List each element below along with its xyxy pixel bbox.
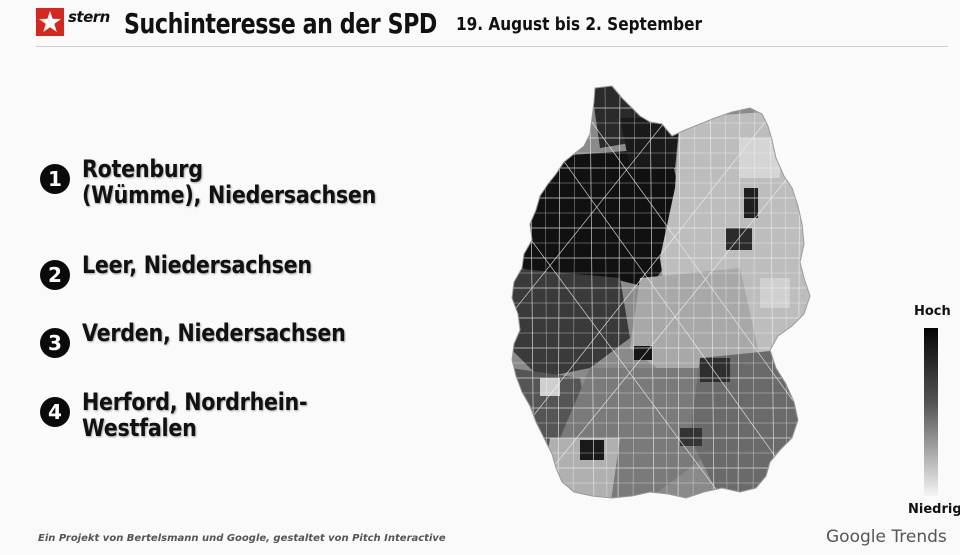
credits-text: Ein Projekt von Bertelsmann und Google, … bbox=[38, 533, 446, 544]
google-trends-logo: Google Trends bbox=[826, 527, 947, 547]
stern-logo[interactable]: stern bbox=[36, 6, 116, 36]
rank-number: 2 bbox=[40, 260, 70, 290]
germany-map[interactable] bbox=[500, 78, 820, 508]
header: stern Suchinteresse an der SPD 19. Augus… bbox=[0, 0, 960, 48]
rank-label: Verden, Niedersachsen bbox=[82, 319, 346, 347]
legend-low-label: Niedrig bbox=[908, 502, 960, 517]
rank-number: 3 bbox=[40, 328, 70, 358]
rank-label: Herford, Nordrhein-Westfalen bbox=[82, 388, 308, 442]
date-range: 19. August bis 2. September bbox=[456, 14, 703, 35]
rank-number: 4 bbox=[40, 397, 70, 427]
rank-label: Rotenburg (Wümme), Niedersachsen bbox=[82, 155, 377, 209]
ranking-item: 3 Verden, Niedersachsen bbox=[40, 320, 388, 358]
star-icon bbox=[36, 8, 64, 36]
rank-number: 1 bbox=[40, 164, 70, 194]
color-legend: Hoch Niedrig bbox=[906, 304, 960, 519]
ranking-item: 4 Herford, Nordrhein-Westfalen bbox=[40, 389, 442, 441]
ranking-item: 2 Leer, Niedersachsen bbox=[40, 252, 349, 290]
district-regions bbox=[512, 86, 810, 498]
legend-gradient-bar bbox=[924, 328, 938, 496]
germany-map-svg[interactable] bbox=[500, 78, 820, 508]
logo-text: stern bbox=[68, 8, 110, 26]
country-outline bbox=[511, 85, 811, 499]
page-title: Suchinteresse an der SPD bbox=[124, 7, 437, 40]
rank-label: Leer, Niedersachsen bbox=[82, 251, 312, 279]
ranking-item: 1 Rotenburg (Wümme), Niedersachsen bbox=[40, 156, 424, 208]
legend-high-label: Hoch bbox=[914, 304, 951, 319]
header-divider bbox=[36, 46, 948, 47]
